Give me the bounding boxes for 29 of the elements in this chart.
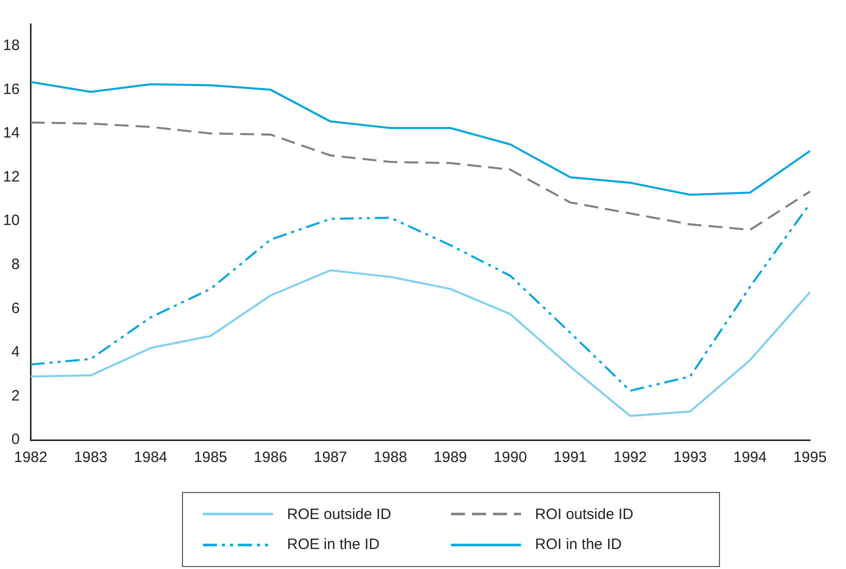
y-tick-label: 8 (11, 256, 20, 273)
y-tick-label: 4 (11, 344, 20, 361)
legend-label: ROI in the ID (535, 536, 622, 554)
x-tick-label: 1995 (793, 449, 827, 466)
x-tick-label: 1992 (613, 449, 647, 466)
x-tick-label: 1993 (673, 449, 707, 466)
x-tick-label: 1991 (554, 449, 587, 466)
x-tick-label: 1987 (314, 449, 348, 466)
y-tick-label: 16 (2, 80, 20, 98)
x-tick-label: 1982 (14, 449, 48, 466)
y-tick-label: 6 (11, 300, 20, 317)
y-tick-label: 2 (11, 387, 20, 404)
legend-label: ROE outside ID (287, 506, 392, 523)
y-tick-label: 10 (2, 212, 20, 230)
y-tick-label: 14 (2, 124, 20, 142)
x-tick-label: 1985 (194, 449, 228, 466)
x-tick-label: 1990 (494, 449, 527, 466)
x-tick-label: 1994 (733, 449, 767, 466)
y-tick-label: 18 (2, 37, 20, 54)
x-tick-label: 1988 (374, 449, 408, 466)
legend-label: ROE in the ID (287, 536, 380, 554)
x-tick-label: 1989 (434, 449, 468, 466)
x-tick-label: 1984 (134, 449, 168, 466)
x-tick-label: 1986 (254, 449, 288, 466)
y-tick-label: 0 (11, 431, 20, 448)
legend-label: ROI outside ID (535, 506, 634, 523)
x-tick-label: 1983 (74, 449, 108, 466)
y-tick-label: 12 (2, 168, 20, 186)
line-series (30, 122, 811, 231)
